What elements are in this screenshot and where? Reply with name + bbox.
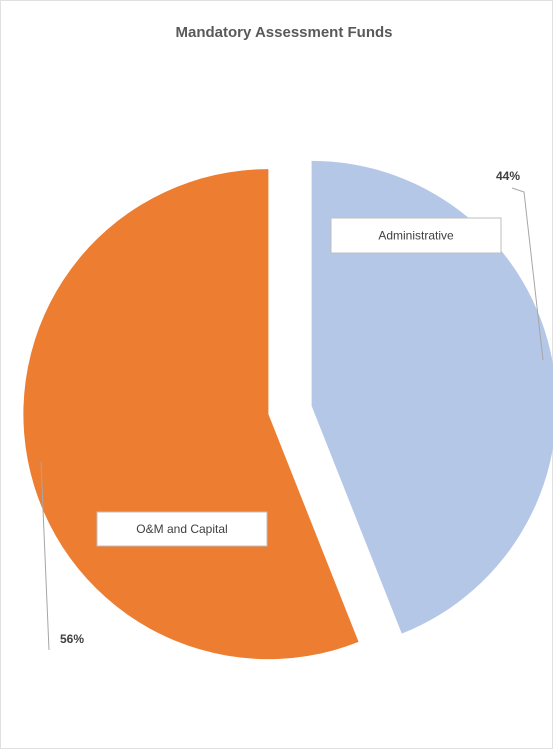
category-label-box	[96, 511, 268, 547]
pie-slice	[311, 160, 553, 634]
category-label: Administrative	[378, 229, 454, 243]
leader-line	[40, 461, 50, 651]
value-label: 44%	[496, 169, 520, 183]
category-label-box	[330, 217, 502, 254]
value-label: 56%	[60, 632, 84, 646]
chart-title: Mandatory Assessment Funds	[176, 24, 393, 41]
leader-line	[511, 187, 544, 361]
category-label: O&M and Capital	[136, 522, 227, 536]
